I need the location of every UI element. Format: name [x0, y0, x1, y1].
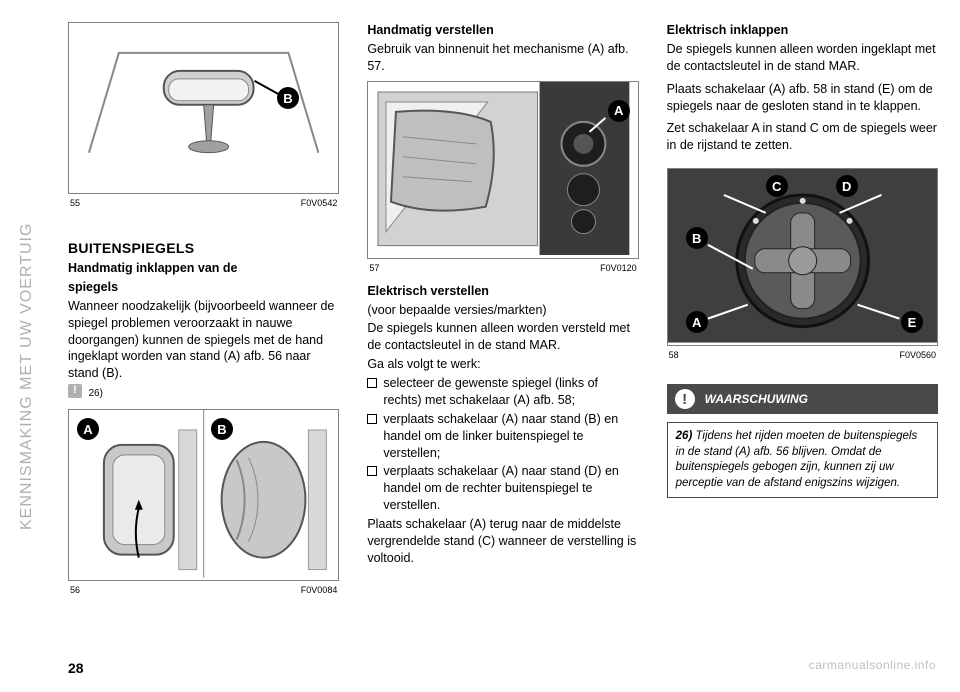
p-col3-2: Plaats schakelaar (A) afb. 58 in stand (…	[667, 81, 938, 115]
bullet-2: verplaats schakelaar (A) naar stand (B) …	[367, 411, 638, 462]
figure-57-caption: 57 F0V0120	[367, 263, 638, 273]
figure-55: B	[68, 22, 339, 194]
bullet-1: selecteer de gewenste spiegel (links of …	[367, 375, 638, 409]
p-col2-3: De spiegels kunnen alleen worden verstel…	[367, 320, 638, 354]
figure-58-label-b: B	[686, 227, 708, 249]
warning-body: 26) Tijdens het rijden moeten de buitens…	[667, 422, 938, 498]
figure-58-label-c: C	[766, 175, 788, 197]
p-col1-1: Wanneer noodzakelijk (bijvoorbeeld wanne…	[68, 298, 339, 382]
section-tab: KENNISMAKING MET UW VOERTUIG	[18, 30, 40, 530]
p-col2-1: Gebruik van binnenuit het mechanisme (A)…	[367, 41, 638, 75]
ref-26-text: 26)	[88, 388, 102, 399]
figure-55-caption: 55 F0V0542	[68, 198, 339, 208]
bullet-1-text: selecteer de gewenste spiegel (links of …	[383, 375, 638, 409]
figure-55-label-b: B	[277, 87, 299, 109]
figure-56-svg	[69, 410, 338, 578]
figure-57-num: 57	[369, 263, 379, 273]
figure-58-label-a: A	[686, 311, 708, 333]
figure-58-label-e: E	[901, 311, 923, 333]
bullet-2-text: verplaats schakelaar (A) naar stand (B) …	[383, 411, 638, 462]
figure-58-code: F0V0560	[899, 350, 936, 360]
page-content: B 55 F0V0542 BUITENSPIEGELS Handmatig in…	[68, 22, 938, 644]
warning-body-text: Tijdens het rijden moeten de buitenspieg…	[676, 430, 918, 489]
figure-56-label-b: B	[211, 418, 233, 440]
sub-elektrisch-verstellen: Elektrisch verstellen	[367, 283, 638, 300]
sub-handmatig-inklappen-1: Handmatig inklappen van de	[68, 260, 339, 277]
warning-icon-inline	[68, 384, 82, 398]
bullet-3-text: verplaats schakelaar (A) naar stand (D) …	[383, 463, 638, 514]
column-3: Elektrisch inklappen De spiegels kunnen …	[667, 22, 938, 644]
figure-56-caption: 56 F0V0084	[68, 585, 339, 595]
figure-55-svg	[69, 23, 338, 191]
figure-56-code: F0V0084	[301, 585, 338, 595]
ref-26: 26)	[68, 384, 339, 401]
sub-handmatig-inklappen-2: spiegels	[68, 279, 339, 296]
figure-56: A B	[68, 409, 339, 581]
warning-body-ref: 26)	[676, 430, 693, 442]
bullet-3: verplaats schakelaar (A) naar stand (D) …	[367, 463, 638, 514]
column-2: Handmatig verstellen Gebruik van binnenu…	[367, 22, 638, 644]
sub-handmatig-verstellen: Handmatig verstellen	[367, 22, 638, 39]
figure-57-svg	[368, 82, 637, 256]
p-col2-2: (voor bepaalde versies/markten)	[367, 302, 638, 319]
figure-57-code: F0V0120	[600, 263, 637, 273]
warning-icon: !	[675, 389, 695, 409]
column-1: B 55 F0V0542 BUITENSPIEGELS Handmatig in…	[68, 22, 339, 644]
figure-58-num: 58	[669, 350, 679, 360]
sub-elektrisch-inklappen: Elektrisch inklappen	[667, 22, 938, 39]
p-col3-1: De spiegels kunnen alleen worden ingekla…	[667, 41, 938, 75]
figure-57-label-a: A	[608, 100, 630, 122]
bullet-icon	[367, 414, 377, 424]
figure-57: A	[367, 81, 638, 259]
figure-55-code: F0V0542	[301, 198, 338, 208]
p-col2-5: Plaats schakelaar (A) terug naar de midd…	[367, 516, 638, 567]
p-col3-3: Zet schakelaar A in stand C om de spiege…	[667, 120, 938, 154]
bullet-icon	[367, 378, 377, 388]
warning-title: WAARSCHUWING	[705, 392, 808, 406]
figure-56-label-a: A	[77, 418, 99, 440]
figure-58-caption: 58 F0V0560	[667, 350, 938, 360]
figure-58: C D B A E	[667, 168, 938, 346]
figure-56-num: 56	[70, 585, 80, 595]
page-number: 28	[68, 660, 84, 676]
bullet-icon	[367, 466, 377, 476]
p-col2-4: Ga als volgt te werk:	[367, 356, 638, 373]
watermark: carmanualsonline.info	[809, 658, 936, 672]
heading-buitenspiegels: BUITENSPIEGELS	[68, 240, 339, 256]
figure-58-svg	[668, 169, 937, 343]
figure-55-num: 55	[70, 198, 80, 208]
figure-58-label-d: D	[836, 175, 858, 197]
warning-heading: ! WAARSCHUWING	[667, 384, 938, 414]
